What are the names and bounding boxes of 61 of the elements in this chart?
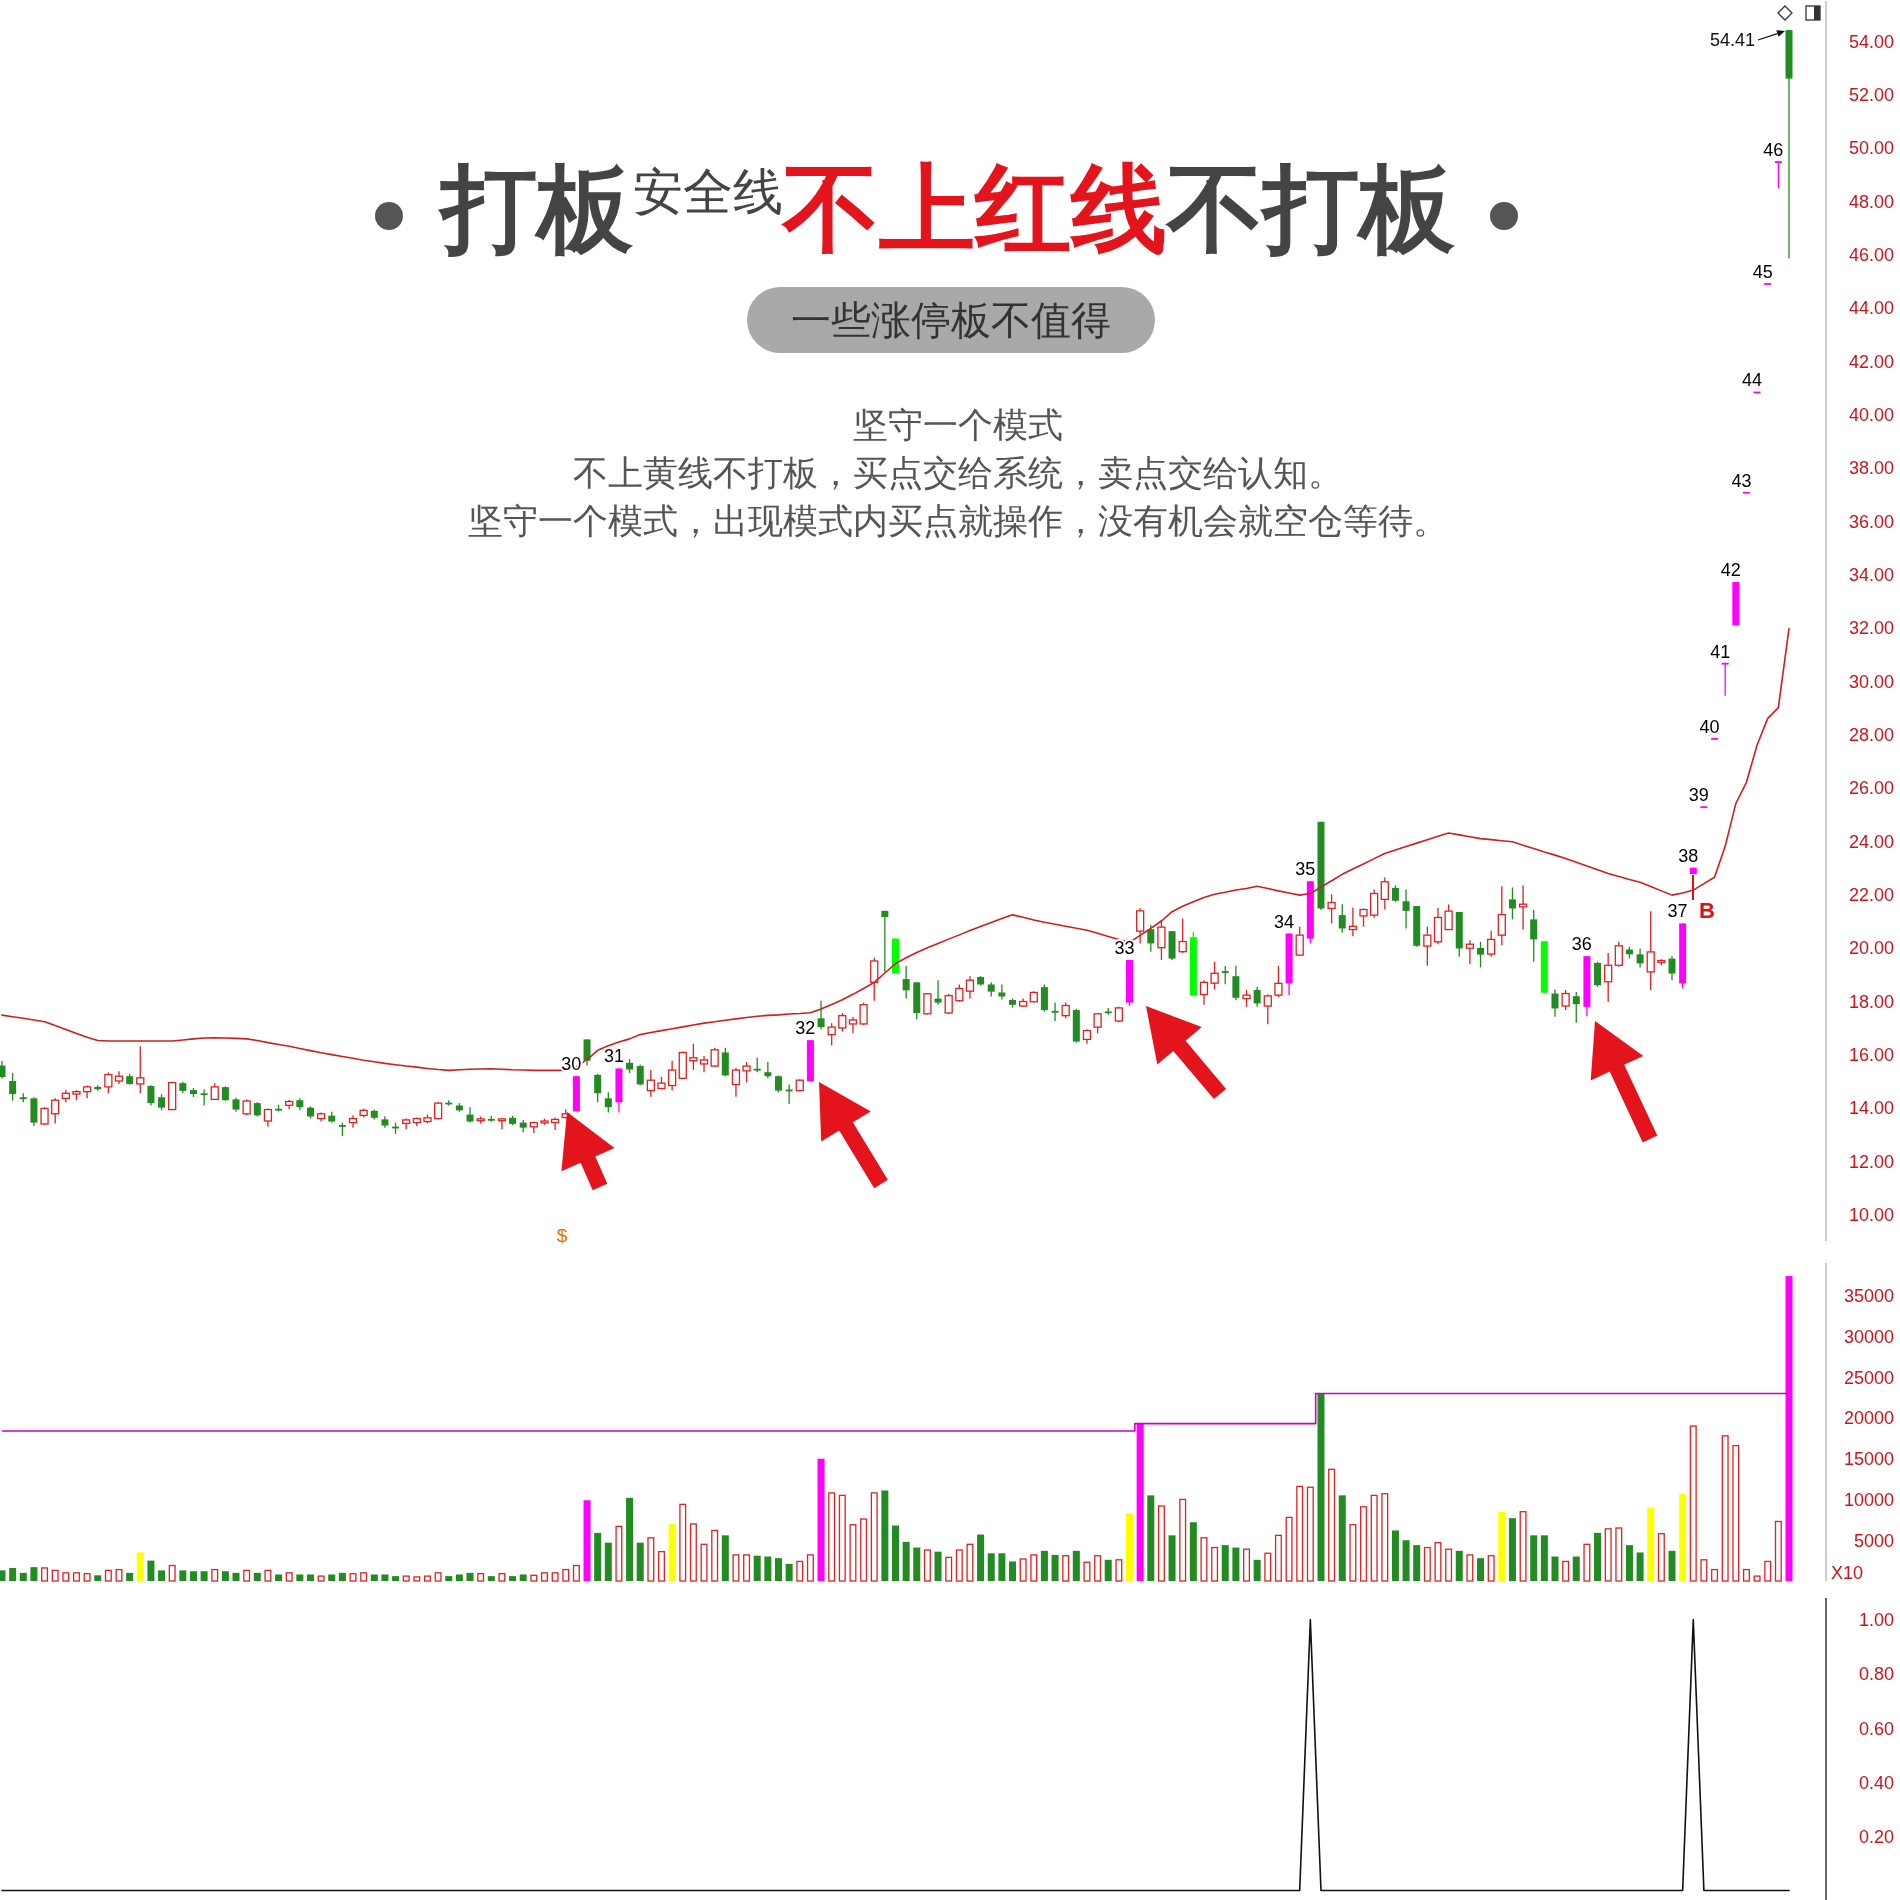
y-tick-label: 20.00	[1848, 938, 1894, 959]
y-tick-label: 30000	[1843, 1326, 1894, 1347]
text: 39	[1688, 785, 1709, 806]
y-tick-label: 10000	[1843, 1489, 1894, 1510]
y-tick-label: 1.00	[1858, 1610, 1894, 1631]
text: 42	[1720, 560, 1741, 581]
y-tick-label: 24.00	[1848, 831, 1894, 852]
y-tick-label: 34.00	[1848, 564, 1894, 585]
y-tick-label: 40.00	[1848, 404, 1894, 425]
y-tick-label: 32.00	[1848, 618, 1894, 639]
y-tick-label: 42.00	[1848, 351, 1894, 372]
text: 31	[603, 1046, 624, 1067]
annotation: B	[1699, 898, 1715, 923]
annotation: $	[556, 1225, 568, 1246]
signal-mark: B	[1692, 874, 1715, 923]
y-tick-label: 12.00	[1848, 1151, 1894, 1172]
y-tick-label: 44.00	[1848, 298, 1894, 319]
text: 33	[1114, 937, 1135, 958]
y-tick-label: 48.00	[1848, 191, 1894, 212]
y-tick-label: 35000	[1843, 1286, 1894, 1307]
text: 36	[1571, 934, 1592, 955]
text: 打板$^{安全线}$不上红线不打板	[437, 155, 1456, 262]
y-tick-label: 25000	[1843, 1367, 1894, 1388]
y-tick-label: 16.00	[1848, 1044, 1894, 1065]
y-tick-label: 0.60	[1858, 1718, 1894, 1739]
y-tick-label: 15000	[1843, 1449, 1894, 1470]
y-tick-label: 0.20	[1858, 1826, 1894, 1847]
annotation: 坚守一个模式，出现模式内买点就操作，没有机会就空仓等待。	[468, 501, 1448, 540]
y-tick-label: 28.00	[1848, 724, 1894, 745]
y-tick-label: 52.00	[1848, 84, 1894, 105]
text: 35	[1295, 859, 1316, 880]
y-axis-title: X10	[1830, 1563, 1864, 1583]
y-tick-label: 14.00	[1848, 1098, 1894, 1119]
y-tick-label: 22.00	[1848, 884, 1894, 905]
text: 34	[1274, 911, 1295, 932]
text: 37	[1667, 901, 1688, 922]
y-tick-label: 38.00	[1848, 458, 1894, 479]
y-tick-label: 10.00	[1848, 1204, 1894, 1225]
annotation: 不上黄线不打板，买点交给系统，卖点交给认知。	[573, 453, 1343, 492]
text: 46	[1763, 140, 1784, 161]
y-tick-label: 46.00	[1848, 244, 1894, 265]
y-tick-label: 50.00	[1848, 138, 1894, 159]
y-tick-label: 0.40	[1858, 1772, 1894, 1793]
text: 40	[1699, 716, 1720, 737]
y-tick-label: 26.00	[1848, 778, 1894, 799]
text: 32	[795, 1018, 816, 1039]
y-tick-label: 5000	[1853, 1530, 1894, 1551]
text: 41	[1710, 641, 1731, 662]
annotation: 坚守一个模式	[853, 405, 1063, 444]
y-tick-label: 0.80	[1858, 1664, 1894, 1685]
y-tick-label: 36.00	[1848, 511, 1894, 532]
text: 43	[1731, 470, 1752, 491]
text: 44	[1742, 370, 1763, 391]
y-tick-label: 20000	[1843, 1408, 1894, 1429]
y-tick-label: 54.00	[1848, 31, 1894, 52]
y-tick-label: 30.00	[1848, 671, 1894, 692]
text: 一些涨停板不值得	[791, 298, 1111, 342]
text: 45	[1752, 261, 1773, 282]
annotation: 54.41	[1709, 30, 1755, 50]
text: 38	[1678, 845, 1699, 866]
y-tick-label: 18.00	[1848, 991, 1894, 1012]
